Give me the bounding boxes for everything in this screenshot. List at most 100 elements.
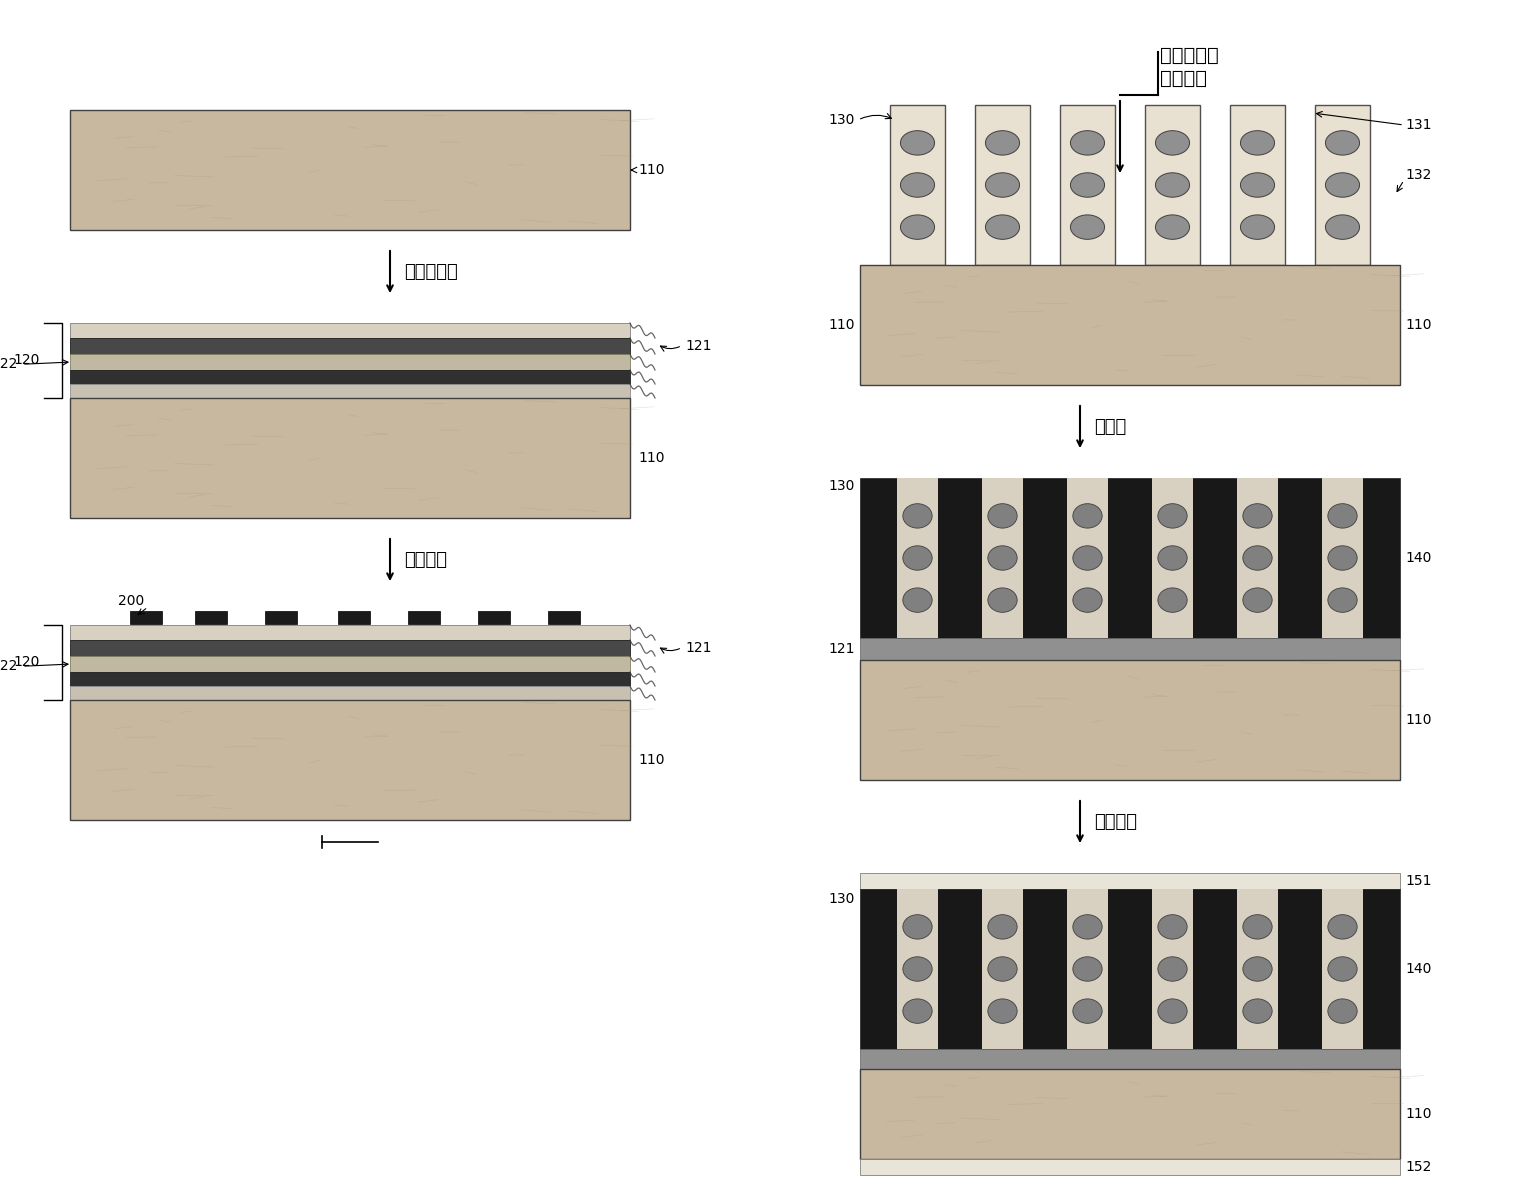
Ellipse shape <box>903 588 932 612</box>
Text: 结沉积: 结沉积 <box>1094 418 1126 435</box>
Ellipse shape <box>1074 588 1103 612</box>
Ellipse shape <box>1158 915 1187 939</box>
Text: 132: 132 <box>1406 168 1432 183</box>
Text: 121: 121 <box>829 642 855 656</box>
Ellipse shape <box>903 957 932 981</box>
Ellipse shape <box>1158 957 1187 981</box>
Ellipse shape <box>1327 957 1357 981</box>
Ellipse shape <box>1326 173 1360 197</box>
Bar <box>71 384 631 398</box>
Text: 121: 121 <box>684 641 712 655</box>
Text: 140: 140 <box>1406 962 1432 976</box>
Ellipse shape <box>986 173 1020 197</box>
Ellipse shape <box>903 545 932 570</box>
Text: 122: 122 <box>0 660 18 673</box>
Bar <box>860 873 1400 889</box>
Ellipse shape <box>987 999 1017 1024</box>
Bar <box>1144 105 1200 265</box>
Bar <box>860 889 1400 1049</box>
Ellipse shape <box>1155 131 1189 155</box>
Text: 110: 110 <box>1406 319 1432 332</box>
Text: 金属沉积: 金属沉积 <box>404 551 448 569</box>
Bar <box>1152 478 1193 638</box>
Bar <box>860 1049 1400 1069</box>
Bar <box>860 1160 1400 1175</box>
Bar <box>1067 889 1107 1049</box>
Bar <box>195 611 228 624</box>
Text: 110: 110 <box>1406 713 1432 727</box>
Bar <box>71 323 631 338</box>
Bar <box>1230 105 1286 265</box>
Text: 130: 130 <box>829 480 855 493</box>
Bar <box>1315 105 1370 265</box>
Ellipse shape <box>1158 545 1187 570</box>
Bar <box>71 700 631 820</box>
Bar <box>1067 478 1107 638</box>
Bar <box>265 611 297 624</box>
Text: 152: 152 <box>1406 1160 1432 1174</box>
Bar <box>860 1069 1400 1160</box>
Bar <box>71 625 631 639</box>
Text: 121: 121 <box>684 339 712 352</box>
Text: 110: 110 <box>638 451 664 465</box>
Bar <box>71 656 631 672</box>
Ellipse shape <box>987 545 1017 570</box>
Ellipse shape <box>1158 588 1187 612</box>
Bar <box>860 660 1400 780</box>
Ellipse shape <box>1327 999 1357 1024</box>
Ellipse shape <box>1074 915 1103 939</box>
Ellipse shape <box>1070 215 1104 240</box>
Bar <box>71 338 631 354</box>
Ellipse shape <box>1326 131 1360 155</box>
Ellipse shape <box>987 588 1017 612</box>
Ellipse shape <box>1070 173 1104 197</box>
Bar <box>408 611 440 624</box>
Bar <box>71 354 631 370</box>
Ellipse shape <box>903 999 932 1024</box>
Bar <box>1060 105 1115 265</box>
Bar <box>860 638 1400 660</box>
Text: 200: 200 <box>118 594 145 608</box>
Ellipse shape <box>987 957 1017 981</box>
Text: 电极沉积: 电极沉积 <box>1094 812 1137 832</box>
Ellipse shape <box>1243 545 1272 570</box>
Bar <box>891 105 944 265</box>
Bar <box>1237 478 1278 638</box>
Bar <box>548 611 580 624</box>
Ellipse shape <box>1243 588 1272 612</box>
Text: 130: 130 <box>829 113 855 126</box>
Ellipse shape <box>1241 131 1275 155</box>
Ellipse shape <box>1327 588 1357 612</box>
Text: 151: 151 <box>1406 874 1432 888</box>
Text: 110: 110 <box>638 753 664 767</box>
Bar <box>71 398 631 518</box>
Ellipse shape <box>1327 503 1357 528</box>
Ellipse shape <box>1074 999 1103 1024</box>
Text: 110: 110 <box>829 319 855 332</box>
Text: 110: 110 <box>638 163 664 177</box>
Ellipse shape <box>900 131 935 155</box>
Bar <box>1237 889 1278 1049</box>
Text: 120: 120 <box>14 353 40 367</box>
Ellipse shape <box>1327 915 1357 939</box>
Ellipse shape <box>1155 215 1189 240</box>
Text: 化学刻蚀: 化学刻蚀 <box>1160 68 1207 87</box>
Text: 110: 110 <box>1406 1107 1432 1121</box>
Ellipse shape <box>1326 215 1360 240</box>
Ellipse shape <box>1243 999 1272 1024</box>
Ellipse shape <box>1074 545 1103 570</box>
Ellipse shape <box>900 173 935 197</box>
Ellipse shape <box>987 915 1017 939</box>
Bar <box>131 611 161 624</box>
Bar <box>860 478 1400 638</box>
Ellipse shape <box>986 131 1020 155</box>
Text: 130: 130 <box>829 892 855 905</box>
Bar <box>983 889 1023 1049</box>
Bar <box>71 686 631 700</box>
Text: 140: 140 <box>1406 551 1432 565</box>
Bar <box>71 110 631 230</box>
Bar <box>897 478 938 638</box>
Ellipse shape <box>1155 173 1189 197</box>
Ellipse shape <box>1241 173 1275 197</box>
Ellipse shape <box>1327 545 1357 570</box>
